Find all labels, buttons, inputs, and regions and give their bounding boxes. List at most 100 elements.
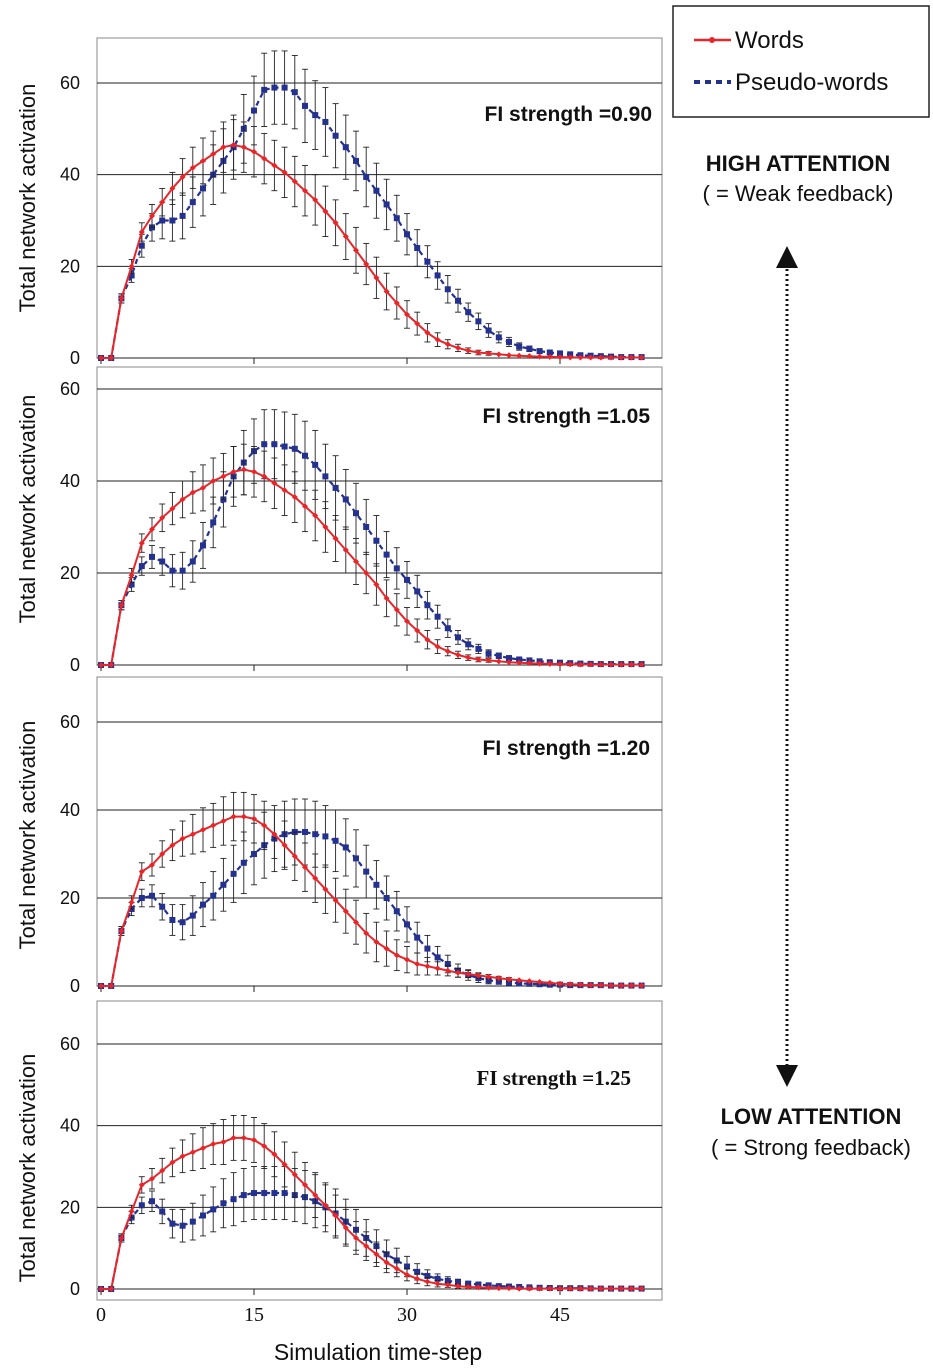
data-point: [383, 895, 390, 901]
data-point: [210, 1206, 217, 1213]
data-point: [495, 334, 502, 341]
data-point: [495, 351, 502, 358]
data-point: [322, 118, 329, 125]
data-point: [200, 484, 206, 491]
data-point: [159, 1208, 166, 1215]
data-point: [118, 602, 125, 609]
data-point: [200, 1212, 206, 1219]
data-point: [485, 657, 492, 664]
data-point: [434, 643, 441, 650]
data-point: [312, 831, 319, 838]
data-point: [261, 441, 268, 448]
data-point: [424, 602, 431, 609]
data-point: [608, 661, 614, 668]
data-point: [353, 558, 359, 565]
data-point: [138, 540, 145, 547]
data-point: [393, 565, 400, 572]
data-point: [495, 652, 502, 659]
data-point: [169, 1220, 176, 1227]
data-point: [230, 1196, 237, 1203]
data-point: [393, 952, 400, 959]
data-point: [557, 661, 563, 668]
data-point: [189, 164, 196, 171]
data-point: [495, 975, 502, 982]
data-point: [332, 1212, 339, 1219]
legend-words-label: Words: [735, 27, 804, 54]
y-tick-label: 0: [70, 1279, 80, 1299]
data-point: [485, 350, 492, 357]
data-point: [546, 979, 553, 986]
data-point: [506, 655, 512, 662]
data-point: [516, 352, 523, 359]
data-point: [251, 851, 257, 857]
data-point: [200, 826, 206, 833]
data-point: [240, 1134, 247, 1141]
data-point: [577, 981, 584, 988]
data-point: [628, 661, 635, 668]
data-point: [210, 478, 217, 484]
data-point: [138, 868, 145, 875]
data-point: [322, 1202, 329, 1209]
data-point: [332, 897, 339, 904]
data-point: [169, 1159, 176, 1166]
data-point: [383, 201, 390, 208]
data-point: [179, 835, 186, 842]
data-point: [444, 1277, 451, 1284]
panel-3: 0 20 40 60 Total network activation FI streng…: [15, 676, 663, 996]
data-point: [281, 84, 288, 91]
data-point: [618, 982, 625, 989]
data-point: [393, 606, 400, 613]
data-point: [587, 354, 594, 361]
data-point: [353, 510, 359, 517]
data-point: [628, 354, 635, 361]
data-point: [587, 661, 594, 668]
data-point: [291, 853, 298, 860]
y-tick-label: 0: [70, 655, 80, 675]
data-point: [444, 341, 451, 348]
data-point: [404, 1271, 410, 1278]
data-point: [455, 297, 461, 304]
data-point: [271, 831, 278, 838]
data-point: [169, 567, 176, 574]
data-point: [536, 1285, 543, 1292]
data-point: [373, 187, 380, 194]
data-point: [261, 86, 268, 93]
data-point: [465, 654, 472, 661]
data-point: [271, 480, 278, 487]
data-point: [138, 563, 145, 570]
data-point: [475, 318, 482, 325]
data-point: [149, 862, 155, 868]
data-point: [546, 353, 553, 360]
plot-frame: [96, 37, 663, 359]
data-point: [322, 833, 329, 840]
data-point: [353, 157, 359, 164]
data-point: [302, 1181, 308, 1188]
data-point: [434, 954, 441, 961]
data-point: [251, 815, 257, 822]
pseudo-words-line: [101, 830, 642, 988]
data-point: [281, 842, 288, 849]
data-point: [210, 1141, 217, 1148]
data-point: [393, 300, 400, 306]
data-point: [597, 982, 604, 989]
data-point: [189, 1218, 196, 1225]
data-point: [475, 972, 482, 979]
data-point: [98, 355, 104, 361]
data-point: [608, 982, 614, 989]
data-point: [465, 1280, 472, 1287]
data-point: [271, 1190, 278, 1197]
y-axis-label: Total network activation: [15, 84, 40, 313]
data-point: [363, 173, 370, 180]
data-point: [220, 881, 227, 888]
data-point: [455, 969, 461, 976]
data-point: [536, 353, 543, 360]
panel-2: 0 20 40 60 Total network activation FI streng…: [15, 366, 663, 675]
data-point: [353, 855, 359, 862]
data-point: [138, 1181, 145, 1188]
data-point: [240, 1192, 247, 1199]
data-point: [495, 658, 502, 665]
data-point: [118, 295, 125, 302]
data-point: [506, 352, 512, 359]
data-point: [383, 945, 390, 952]
data-point: [200, 1145, 206, 1152]
